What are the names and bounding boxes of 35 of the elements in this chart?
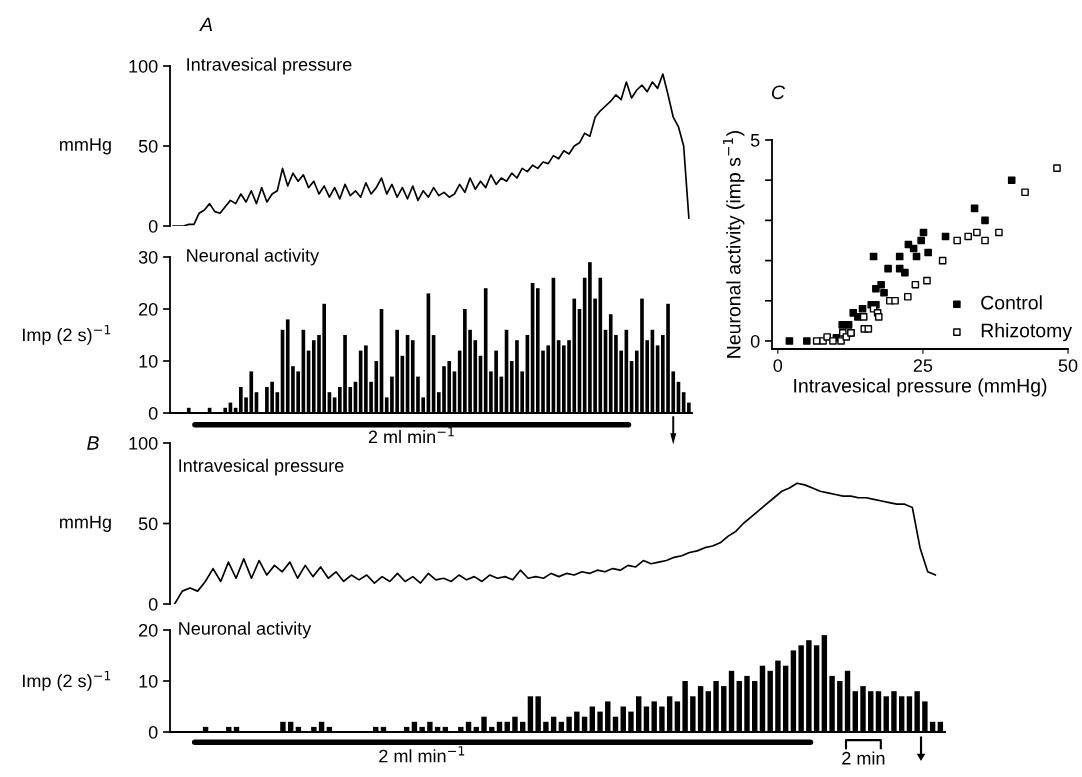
- y-tick-label: 50: [138, 517, 158, 531]
- text: Intravesical pressure: [179, 458, 344, 476]
- y-axis-title: mmHg: [60, 138, 111, 155]
- y-tick-label: 50: [138, 139, 158, 153]
- y-tick-label: 100: [129, 59, 158, 73]
- y-tick-label: 0: [148, 406, 158, 420]
- x-tick-label: 25: [913, 359, 933, 372]
- y-tick-label: 5: [750, 134, 760, 147]
- x-tick-label: 0: [773, 359, 783, 372]
- text: B: [87, 436, 99, 450]
- chart-title: Neuronal activity: [179, 621, 312, 639]
- y-tick-label: 10: [139, 674, 158, 688]
- text: 2 ml min$^{−1}$: [379, 746, 465, 763]
- x-tick-label: 50: [1058, 359, 1078, 372]
- text: C: [771, 85, 786, 100]
- y-tick-label: 0: [148, 597, 158, 611]
- y-tick-label: 20: [139, 302, 158, 316]
- text: A: [199, 17, 212, 32]
- y-tick-label: 30: [138, 250, 158, 264]
- y-tick-label: 0: [148, 219, 158, 233]
- y-axis-title: Neuronal activity (imp s$^{−1}$): [723, 131, 745, 358]
- chart-title: Neuronal activity: [187, 248, 320, 266]
- y-tick-label: 0: [148, 725, 158, 739]
- x-axis-title: Intravesical pressure (mmHg): [794, 378, 1047, 397]
- legend-label: Rhizotomy: [981, 323, 1073, 342]
- chart-title: Intravesical pressure: [187, 57, 352, 75]
- y-axis-title: Imp (2 s)$^{−1}$: [23, 670, 111, 691]
- text: 2 min: [842, 751, 885, 765]
- annotation: 2 ml min$^{−1}$: [368, 426, 454, 444]
- y-axis-title: Imp (2 s)$^{−1}$: [23, 324, 111, 345]
- legend-label: Control: [981, 295, 1042, 310]
- y-axis-title: mmHg: [60, 515, 111, 532]
- y-tick-label: 20: [139, 623, 158, 637]
- y-tick-label: 10: [139, 354, 158, 368]
- y-tick-label: 100: [129, 436, 158, 450]
